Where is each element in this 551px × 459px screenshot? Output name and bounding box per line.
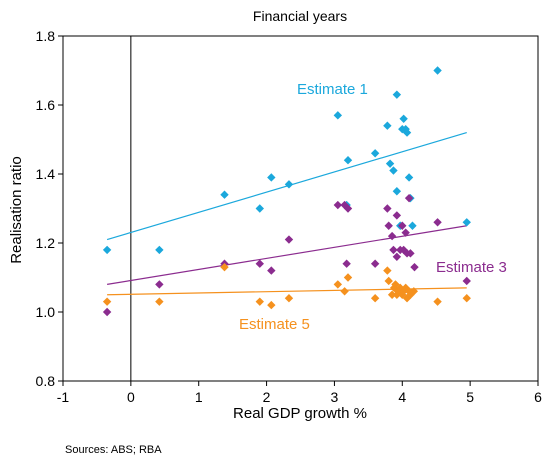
x-tick-label: 4 — [398, 389, 406, 405]
data-point — [340, 287, 349, 296]
data-point — [383, 266, 392, 275]
data-point — [389, 245, 398, 255]
x-tick-label: 1 — [195, 389, 203, 405]
data-point — [370, 294, 380, 303]
data-point — [433, 297, 442, 306]
data-point — [220, 262, 229, 272]
data-point — [408, 221, 417, 230]
data-point — [433, 66, 442, 75]
data-point — [155, 297, 164, 306]
data-point — [333, 111, 343, 120]
y-tick-label: 1.6 — [36, 97, 56, 113]
data-point — [404, 193, 414, 203]
data-point — [399, 114, 408, 123]
x-tick-label: 3 — [331, 389, 339, 405]
data-point — [267, 266, 276, 275]
data-point — [102, 307, 112, 317]
data-point — [462, 294, 471, 303]
x-tick-label: -1 — [57, 389, 70, 405]
data-point — [267, 300, 276, 310]
y-tick-label: 0.8 — [36, 373, 56, 389]
data-point — [462, 276, 471, 286]
data-point — [342, 259, 351, 268]
x-axis: -1 0 1 2 3 4 5 6 — [57, 381, 542, 405]
data-point — [384, 221, 393, 230]
y-tick-label: 1.8 — [36, 28, 56, 44]
data-point — [385, 159, 395, 168]
data-point — [284, 294, 294, 303]
data-point — [284, 235, 294, 244]
x-axis-label: Real GDP growth % — [233, 405, 367, 422]
data-point — [389, 166, 398, 175]
data-point — [220, 190, 229, 199]
x-tick-label: 5 — [466, 389, 474, 405]
data-point — [333, 200, 343, 210]
data-point — [433, 218, 442, 227]
data-point — [409, 287, 419, 296]
x-tick-label: 6 — [534, 389, 542, 405]
data-point — [402, 128, 412, 137]
data-point — [406, 249, 415, 258]
data-point — [387, 290, 397, 299]
data-point — [392, 187, 402, 196]
data-point — [383, 204, 392, 213]
data-point — [255, 259, 264, 268]
data-point — [370, 259, 380, 268]
data-point — [370, 149, 380, 158]
data-point — [255, 297, 264, 306]
plot-frame — [62, 35, 539, 382]
data-point — [102, 245, 112, 255]
x-tick-label: 0 — [127, 389, 135, 405]
trend-lines — [106, 132, 467, 296]
y-tick-label: 1.0 — [36, 304, 56, 320]
data-points — [102, 66, 471, 317]
data-point — [392, 90, 402, 99]
data-point — [343, 273, 353, 282]
y-tick-label: 1.2 — [36, 235, 56, 251]
x-tick-label: 2 — [263, 389, 271, 405]
chart-title: Financial years — [253, 8, 347, 24]
data-point — [255, 204, 264, 213]
data-point — [392, 211, 402, 220]
data-point — [284, 180, 294, 189]
data-point — [462, 218, 471, 227]
data-point — [343, 156, 353, 165]
data-point — [392, 252, 402, 261]
data-point — [155, 245, 164, 255]
data-point — [383, 121, 392, 130]
data-point — [102, 297, 112, 306]
data-point — [398, 221, 407, 230]
y-axis-label: Realisation ratio — [8, 156, 25, 264]
data-point — [267, 173, 276, 182]
data-point — [404, 173, 414, 182]
chart-source: Sources: ABS; RBA — [65, 444, 162, 456]
data-point — [410, 262, 419, 272]
y-tick-label: 1.4 — [36, 166, 56, 182]
y-axis: 0.8 1.0 1.2 1.4 1.6 1.8 — [36, 28, 63, 389]
series-label-estimate-3: Estimate 3 — [436, 259, 507, 276]
data-point — [387, 231, 397, 241]
series-label-estimate-1: Estimate 1 — [297, 81, 368, 98]
data-point — [155, 280, 164, 289]
data-point — [343, 204, 353, 213]
series-label-estimate-5: Estimate 5 — [239, 316, 310, 333]
data-point — [333, 280, 343, 289]
data-point — [401, 228, 410, 237]
data-point — [384, 276, 393, 286]
